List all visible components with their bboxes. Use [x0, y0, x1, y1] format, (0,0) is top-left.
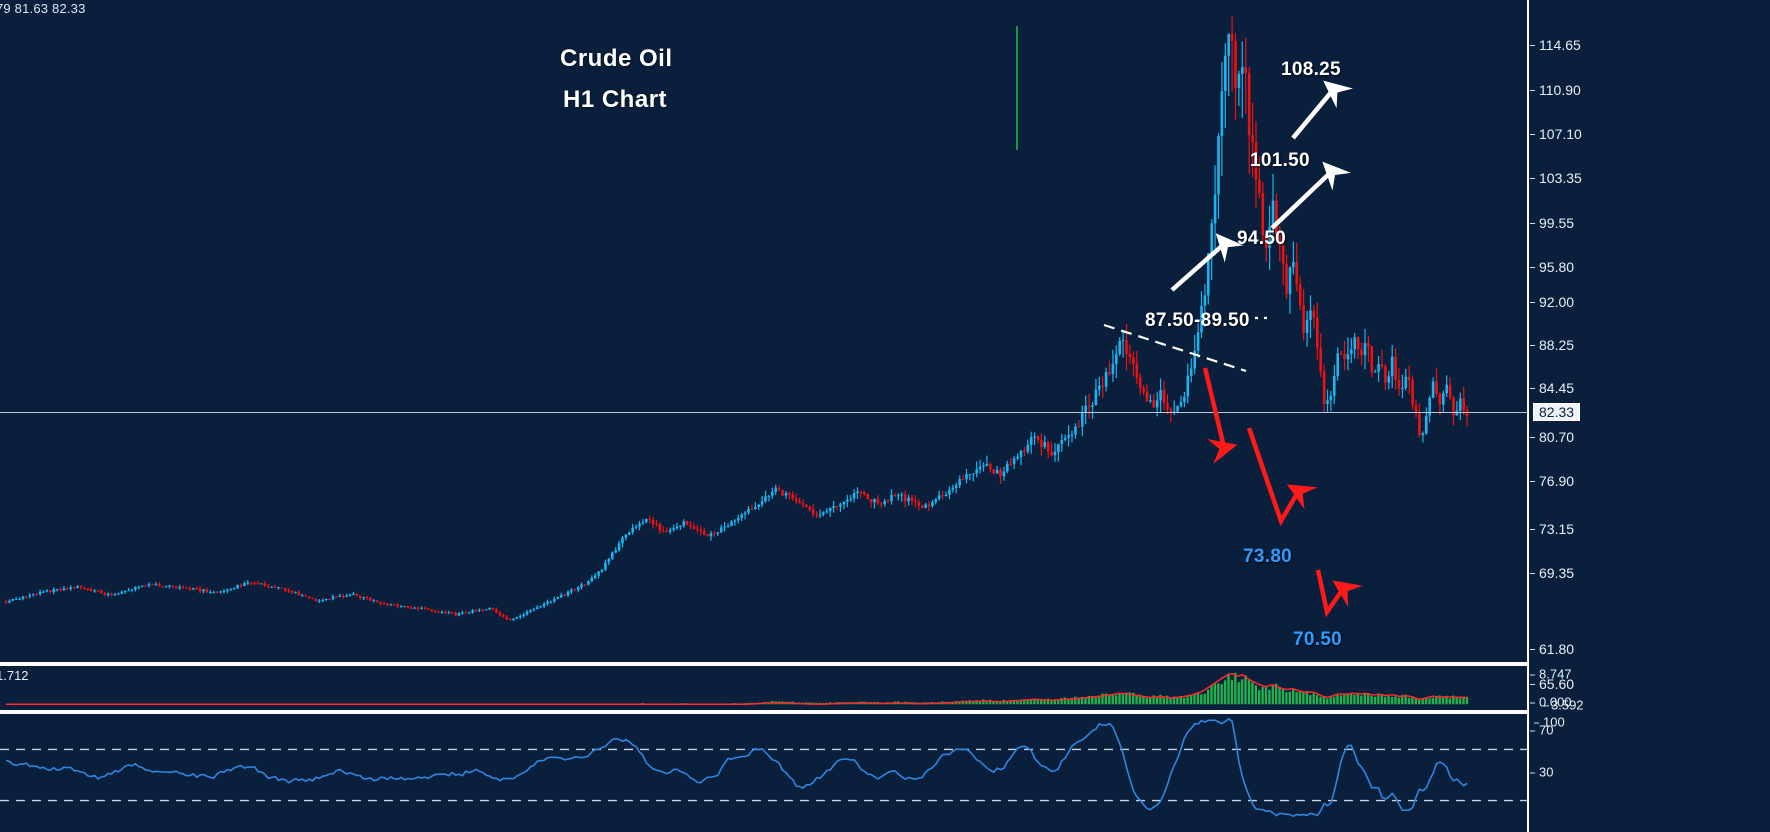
price-tick-5: 95.80 [1529, 259, 1575, 275]
price-tick-0: 114.65 [1530, 37, 1581, 53]
candlestick-series [4, 16, 1469, 621]
macd-pane[interactable] [0, 664, 1527, 710]
price-tick-14: 61.80 [1529, 641, 1575, 657]
price-tick-11: 73.15 [1529, 521, 1575, 537]
rsi-tick-70: 70 [1529, 722, 1554, 738]
current-price-tag: 82.33 [1533, 403, 1581, 421]
current-price-line [0, 412, 1527, 413]
rsi-series [0, 717, 1527, 818]
price-scale-axis[interactable]: 114.65 110.90 107.10 103.35 99.55 95.80 … [1527, 0, 1770, 832]
price-pane[interactable] [0, 0, 1527, 662]
price-tick-13: 65.60 [1529, 676, 1575, 692]
rsi-tick-100: 100 [1534, 714, 1565, 730]
price-tick-6: 92.00 [1529, 294, 1575, 310]
macd-tick-max: 8.747 [1530, 666, 1572, 682]
pane-separator-macd [0, 662, 1527, 664]
price-tick-1: 110.90 [1530, 82, 1581, 98]
rsi-pane[interactable] [0, 712, 1527, 832]
ohlc-readout: 79 81.63 82.33 [0, 1, 86, 16]
price-tick-9: 80.70 [1529, 429, 1575, 445]
macd-tick-zero: 0.000 [1530, 694, 1572, 710]
price-tick-12: 69.35 [1529, 565, 1575, 581]
macd-value-readout: 1.712 [0, 668, 29, 683]
price-tick-7: 88.25 [1529, 337, 1575, 353]
price-tick-8: 84.45 [1529, 380, 1575, 396]
price-tick-3: 103.35 [1530, 170, 1582, 186]
macd-tick-signal: 3.592 [1542, 697, 1584, 713]
price-tick-2: 107.10 [1530, 126, 1582, 142]
rsi-tick-30: 30 [1529, 764, 1554, 780]
pane-separator-rsi [0, 710, 1527, 712]
price-tick-4: 99.55 [1529, 215, 1575, 231]
macd-series [6, 672, 1469, 706]
price-tick-10: 76.90 [1529, 473, 1575, 489]
